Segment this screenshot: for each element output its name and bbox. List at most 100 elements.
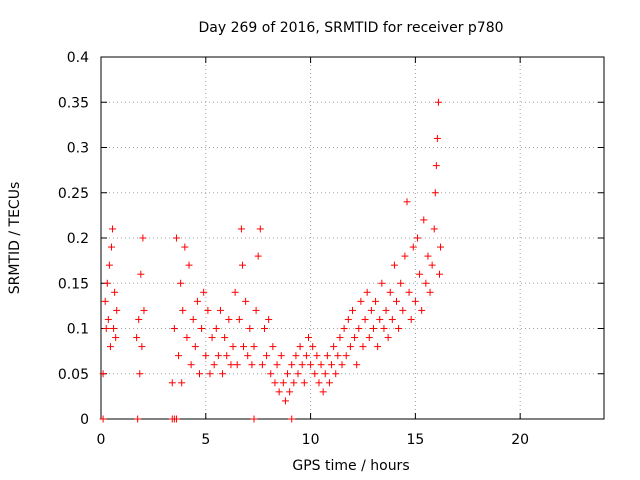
data-point [246,325,254,332]
data-point [363,288,371,296]
data-point [397,279,405,287]
data-point [107,243,115,251]
data-point [101,297,109,305]
y-axis: 0 0.05 0.1 0.15 0.2 0.25 0.3 0.35 0.4 [58,50,604,428]
data-point [238,261,246,269]
data-point [390,261,398,269]
data-point [256,225,264,233]
data-point [384,334,392,342]
data-point [424,252,432,260]
data-point [319,388,327,396]
data-point [323,352,331,360]
data-point [309,343,317,351]
data-point [221,334,229,342]
data-point [382,306,390,314]
data-point [254,252,262,260]
data-point [102,325,110,332]
data-point [172,234,180,242]
x-tick-label: 20 [511,432,529,448]
data-point [103,279,111,287]
data-point [177,279,185,287]
data-point [248,361,256,369]
data-point [407,315,415,323]
data-point [380,325,388,332]
data-point [374,343,382,351]
y-axis-label: SRMTID / TECUs [7,182,23,295]
data-point [113,306,121,314]
data-point [288,415,296,423]
data-point [133,334,141,342]
data-point [346,343,354,351]
data-point [269,343,277,351]
data-point [139,234,147,242]
x-tick-label: 0 [97,432,106,448]
data-point [109,225,117,233]
y-tick-label: 0.3 [67,141,89,157]
data-point [286,388,294,396]
data-point [279,379,287,387]
data-point [214,352,222,360]
data-point [265,315,273,323]
data-point [219,370,227,378]
data-point [242,297,250,305]
data-point [104,315,112,323]
x-tick-label: 10 [302,432,320,448]
data-point [168,379,176,387]
data-point [437,243,445,251]
data-point [311,370,319,378]
data-point [393,297,401,305]
data-point [193,297,201,305]
data-point [237,225,245,233]
data-point [388,315,396,323]
data-point [302,352,310,360]
data-point [183,334,191,342]
data-point [138,343,146,351]
data-point [233,361,241,369]
data-point [189,315,197,323]
data-point [267,370,275,378]
data-point [351,334,359,342]
y-tick-label: 0.1 [67,322,89,338]
data-point [433,134,441,142]
data-point [250,343,258,351]
data-point [235,315,243,323]
data-point [340,325,348,332]
data-point [401,252,409,260]
data-point [187,361,195,369]
data-point [191,343,199,351]
data-point [250,415,258,423]
data-point [140,306,148,314]
data-point [315,379,323,387]
data-point [137,270,145,278]
data-point [231,288,239,296]
data-point [325,379,333,387]
data-point [106,343,114,351]
data-point [227,361,235,369]
data-point [321,370,329,378]
data-point [206,370,214,378]
data-point [413,234,421,242]
data-point [110,325,118,332]
x-axis: 0 5 10 15 20 [97,57,529,448]
data-point [328,361,336,369]
data-point [202,352,210,360]
data-point [353,361,361,369]
data-point [411,297,419,305]
data-point [135,315,143,323]
data-point [395,325,403,332]
data-point [223,352,231,360]
data-point [271,379,279,387]
data-point [294,370,302,378]
data-point [428,261,436,269]
data-point [430,225,438,233]
data-point [332,370,340,378]
data-point [288,361,296,369]
data-point [204,306,212,314]
data-point [111,288,119,296]
data-point [260,325,268,332]
data-point [112,334,120,342]
data-point [416,270,424,278]
data-point [281,397,289,405]
data-point [317,361,325,369]
x-axis-label: GPS time / hours [292,458,409,474]
